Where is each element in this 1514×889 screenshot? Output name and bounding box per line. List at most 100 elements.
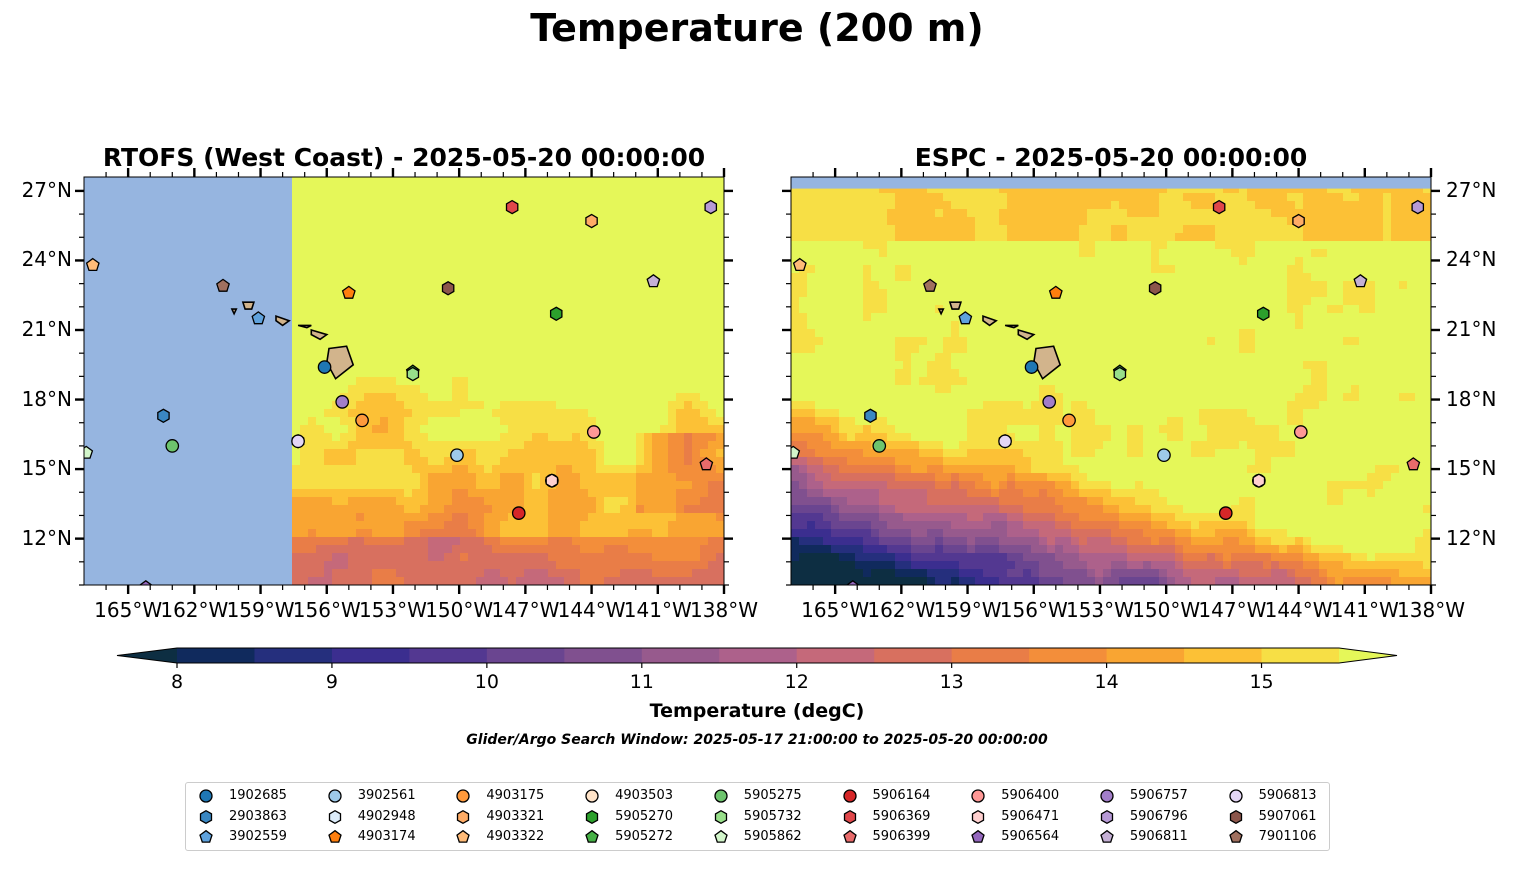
colorbar-tick-label: 10 — [474, 671, 499, 693]
lon-tick-label: 165°W — [94, 598, 163, 622]
island — [1017, 328, 1036, 341]
obs-4903322 — [792, 257, 807, 272]
colorbar-extend-high — [1339, 648, 1397, 663]
legend-label: 4902948 — [357, 808, 416, 824]
colorbar-label: Temperature (degC) — [649, 700, 865, 722]
legend-label: 5906369 — [872, 808, 931, 824]
colorbar-segment — [1029, 648, 1108, 663]
legend-label: 5906399 — [872, 829, 931, 844]
colorbar-tick-label: 11 — [629, 671, 654, 693]
lat-tick-label: 15°N — [1446, 456, 1497, 481]
obs-2903863 — [864, 408, 877, 424]
obs-1902685 — [317, 360, 332, 374]
colorbar-tick-label: 13 — [939, 671, 964, 693]
legend-label: 4903321 — [486, 808, 545, 824]
float-legend: 1902685 2903863 3902559 3902561 4902948 49031… — [185, 782, 1330, 851]
circle-marker-icon — [585, 789, 599, 803]
island — [310, 328, 329, 341]
hexagon-marker-icon — [1229, 809, 1242, 824]
rtofs-temperature-field — [84, 177, 724, 585]
legend-label: 5905270 — [615, 808, 673, 824]
obs-4903175 — [355, 413, 369, 428]
obs-5906164 — [511, 506, 526, 520]
colorbar-segment — [1106, 648, 1185, 663]
colorbar-segment — [1261, 648, 1340, 663]
legend-label: 5906164 — [872, 788, 931, 803]
colorbar-segment — [874, 648, 953, 663]
lat-tick-label: 27°N — [1446, 177, 1497, 202]
legend-label: 3902561 — [357, 788, 416, 803]
pentagon-marker-icon — [327, 829, 342, 843]
legend-label: 5906564 — [1001, 829, 1060, 844]
obs-5905732 — [1113, 366, 1127, 382]
pentagon-marker-icon — [1228, 829, 1243, 843]
obs-4903175 — [1062, 413, 1076, 428]
obs-1902685 — [1024, 360, 1039, 374]
obs-5906757 — [1042, 395, 1057, 409]
lon-tick-label: 150°W — [1132, 598, 1201, 622]
obs-5906796 — [1411, 199, 1425, 215]
lat-tick-label: 21°N — [1446, 317, 1497, 341]
lat-tick-label: 24°N — [1446, 247, 1497, 272]
lat-tick-label: 15°N — [21, 456, 72, 481]
hexagon-marker-icon — [457, 809, 470, 824]
obs-4903321 — [1292, 213, 1305, 229]
colorbar-segment — [254, 648, 333, 663]
island — [297, 324, 312, 329]
pentagon-marker-icon — [714, 829, 728, 843]
legend-label: 7901106 — [1258, 829, 1317, 844]
legend-label: 5906471 — [1001, 808, 1060, 824]
obs-5906757 — [335, 395, 350, 409]
island — [948, 301, 962, 310]
colorbar-tick-label: 15 — [1249, 671, 1274, 693]
colorbar-segment — [641, 648, 720, 663]
obs-3902559 — [251, 311, 266, 325]
pentagon-marker-icon — [1100, 829, 1114, 843]
colorbar-segment — [1184, 648, 1263, 663]
obs-5906399 — [1406, 457, 1421, 471]
obs-4903322 — [85, 257, 100, 272]
legend-label: 5905272 — [615, 829, 673, 844]
pentagon-marker-icon — [971, 829, 985, 843]
obs-3902561 — [450, 448, 464, 463]
obs-5905270 — [549, 306, 563, 322]
hexagon-marker-icon — [328, 809, 341, 824]
legend-label: 5906811 — [1129, 829, 1188, 844]
obs-5905862 — [84, 445, 94, 459]
circle-marker-icon — [456, 789, 471, 803]
obs-5906813 — [291, 434, 305, 449]
colorbar-extend-low — [117, 648, 177, 663]
lon-tick-label: 159°W — [226, 598, 295, 622]
obs-5906369 — [505, 199, 519, 215]
pentagon-marker-icon — [456, 829, 471, 843]
obs-3902561 — [1157, 448, 1171, 463]
lon-tick-label: 162°W — [160, 598, 229, 622]
obs-5906811 — [646, 273, 661, 288]
legend-label: 5907061 — [1258, 808, 1317, 824]
lon-tick-label: 147°W — [491, 598, 560, 622]
circle-marker-icon — [842, 789, 857, 803]
island — [230, 308, 238, 316]
circle-marker-icon — [1228, 789, 1243, 803]
lon-tick-label: 141°W — [623, 598, 692, 622]
legend-label: 5906757 — [1129, 788, 1188, 803]
colorbar-segment — [409, 648, 488, 663]
obs-5905275 — [165, 439, 180, 453]
colorbar-tick-label: 8 — [170, 671, 184, 693]
lon-tick-label: 150°W — [425, 598, 494, 622]
hexagon-marker-icon — [1100, 809, 1114, 824]
legend-label: 5905862 — [743, 829, 802, 844]
obs-7901106 — [216, 278, 230, 292]
lon-tick-label: 144°W — [1264, 598, 1333, 622]
panel-title-rtofs: RTOFS (West Coast) - 2025-05-20 00:00:00 — [102, 143, 706, 172]
hexagon-marker-icon — [714, 809, 727, 824]
obs-5905270 — [1256, 306, 1270, 322]
lon-tick-label: 162°W — [867, 598, 936, 622]
legend-label: 4903174 — [357, 829, 416, 844]
lon-tick-label: 156°W — [999, 598, 1068, 622]
colorbar-segment — [564, 648, 643, 663]
obs-5906400 — [1293, 425, 1308, 439]
circle-marker-icon — [199, 789, 213, 803]
lon-tick-label: 165°W — [801, 598, 870, 622]
